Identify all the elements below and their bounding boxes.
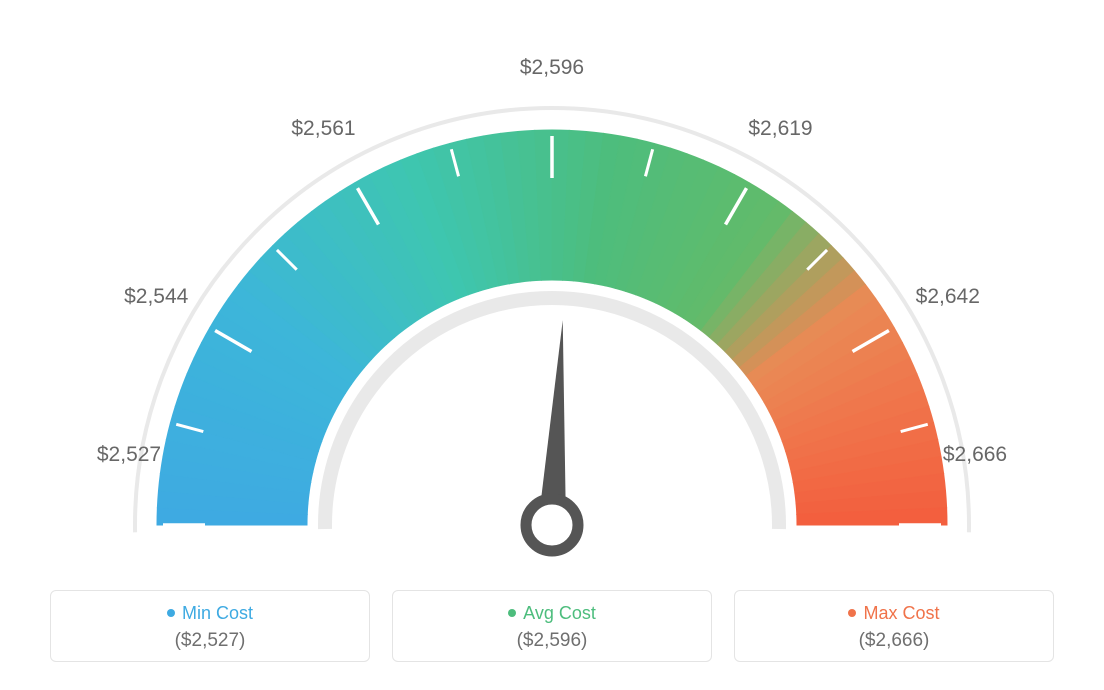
legend-max-dot-icon [848,609,856,617]
legend-min-label: Min Cost [182,603,253,624]
gauge-tick-label: $2,527 [97,443,161,467]
cost-gauge-container: $2,527 $2,544 $2,561 $2,596 $2,619 $2,642 $2,6… [0,0,1104,690]
legend-min-dot-icon [167,609,175,617]
gauge-chart: $2,527 $2,544 $2,561 $2,596 $2,619 $2,642 $2,6… [0,0,1104,570]
legend-avg-value: ($2,596) [517,630,588,652]
legend-avg-dot-icon [508,609,516,617]
legend-min-value: ($2,527) [175,630,246,652]
gauge-tick-label: $2,642 [916,285,980,309]
legend-row: Min Cost ($2,527) Avg Cost ($2,596) Max … [0,580,1104,690]
gauge-tick-label: $2,666 [943,443,1007,467]
legend-max-label: Max Cost [863,603,939,624]
gauge-tick-label: $2,619 [748,117,812,141]
legend-max-box: Max Cost ($2,666) [734,590,1054,662]
legend-max-header: Max Cost [848,603,939,624]
legend-avg-label: Avg Cost [523,603,596,624]
gauge-tick-label: $2,544 [124,285,188,309]
legend-min-box: Min Cost ($2,527) [50,590,370,662]
legend-avg-box: Avg Cost ($2,596) [392,590,712,662]
gauge-tick-label: $2,561 [291,117,355,141]
legend-max-value: ($2,666) [859,630,930,652]
legend-min-header: Min Cost [167,603,253,624]
gauge-tick-label: $2,596 [520,56,584,80]
legend-avg-header: Avg Cost [508,603,596,624]
